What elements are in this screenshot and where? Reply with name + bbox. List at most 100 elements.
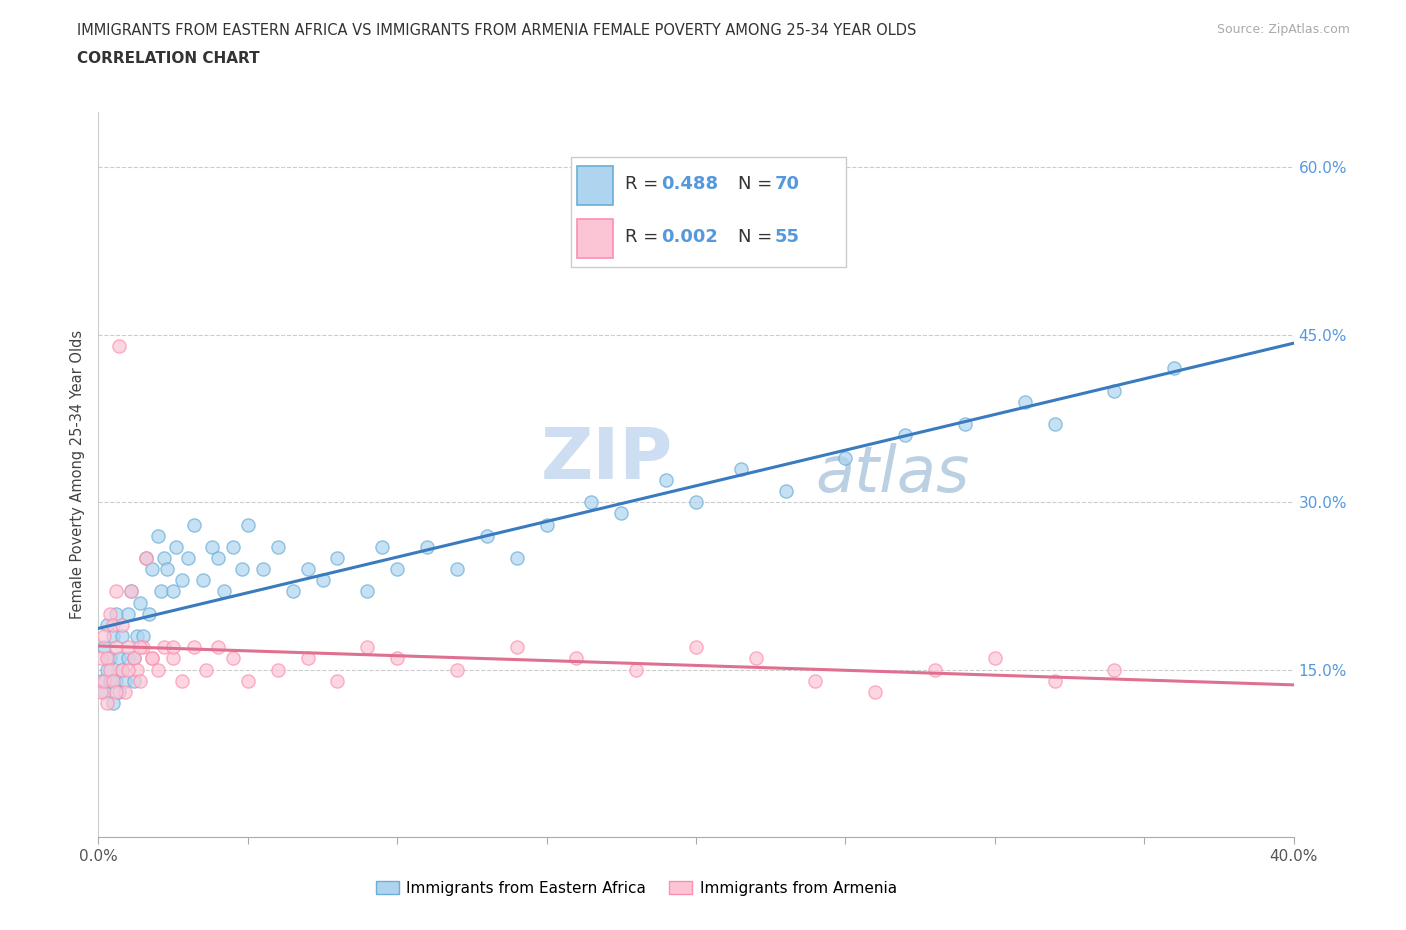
Point: [93, 673, 115, 688]
Point: [117, 640, 139, 655]
Text: CORRELATION CHART: CORRELATION CHART: [77, 51, 260, 66]
Point: [98, 662, 122, 677]
Point: [953, 417, 976, 432]
Point: [108, 339, 131, 353]
Text: 0.002: 0.002: [661, 228, 718, 246]
FancyBboxPatch shape: [576, 219, 613, 258]
Text: 0.488: 0.488: [661, 176, 718, 193]
Point: [153, 640, 176, 655]
Point: [111, 662, 134, 677]
Point: [93, 684, 115, 699]
Point: [536, 517, 558, 532]
Point: [212, 584, 235, 599]
Point: [222, 539, 245, 554]
FancyBboxPatch shape: [576, 166, 613, 205]
Point: [252, 562, 274, 577]
Text: R =: R =: [624, 176, 664, 193]
Point: [138, 606, 160, 621]
Text: atlas: atlas: [815, 444, 970, 505]
Point: [177, 551, 200, 565]
Point: [135, 551, 157, 565]
Point: [108, 684, 131, 699]
Point: [207, 640, 229, 655]
Point: [96, 618, 118, 632]
Point: [114, 684, 136, 699]
Point: [231, 562, 253, 577]
Point: [90, 673, 112, 688]
Point: [103, 629, 125, 644]
Point: [565, 651, 588, 666]
Point: [117, 651, 139, 666]
Point: [191, 573, 214, 588]
Point: [129, 595, 152, 610]
Point: [124, 673, 146, 688]
Point: [385, 562, 409, 577]
Point: [156, 562, 179, 577]
Point: [111, 618, 134, 632]
Point: [141, 562, 163, 577]
Point: [132, 640, 155, 655]
Point: [172, 673, 194, 688]
Point: [103, 618, 125, 632]
Point: [195, 662, 218, 677]
Point: [172, 573, 194, 588]
Point: [326, 673, 349, 688]
Point: [162, 584, 184, 599]
Point: [141, 651, 163, 666]
Point: [165, 539, 187, 554]
Point: [103, 696, 125, 711]
Point: [297, 562, 319, 577]
Point: [297, 651, 319, 666]
Point: [127, 662, 149, 677]
Point: [236, 673, 259, 688]
Point: [105, 673, 128, 688]
Point: [105, 584, 128, 599]
Point: [745, 651, 768, 666]
Point: [1104, 662, 1126, 677]
Point: [371, 539, 394, 554]
Point: [148, 662, 170, 677]
Text: IMMIGRANTS FROM EASTERN AFRICA VS IMMIGRANTS FROM ARMENIA FEMALE POVERTY AMONG 2: IMMIGRANTS FROM EASTERN AFRICA VS IMMIGR…: [77, 23, 917, 38]
Point: [1104, 383, 1126, 398]
Point: [129, 673, 152, 688]
Point: [1043, 417, 1066, 432]
Point: [114, 673, 136, 688]
Text: ZIP: ZIP: [541, 425, 673, 494]
Point: [129, 640, 152, 655]
Point: [894, 428, 917, 443]
Point: [581, 495, 603, 510]
Point: [655, 472, 678, 487]
Point: [506, 640, 529, 655]
Point: [105, 640, 128, 655]
Point: [267, 539, 290, 554]
Point: [356, 584, 378, 599]
Point: [834, 450, 856, 465]
Point: [1014, 394, 1036, 409]
Text: 55: 55: [775, 228, 800, 246]
Point: [626, 662, 648, 677]
Text: 70: 70: [775, 176, 800, 193]
Point: [446, 662, 468, 677]
Text: R =: R =: [624, 228, 664, 246]
Point: [685, 495, 707, 510]
Point: [610, 506, 633, 521]
Point: [984, 651, 1007, 666]
Point: [162, 651, 184, 666]
Point: [924, 662, 946, 677]
Point: [120, 584, 142, 599]
Point: [153, 551, 176, 565]
Point: [127, 629, 149, 644]
Point: [207, 551, 229, 565]
Point: [311, 573, 333, 588]
Text: Source: ZipAtlas.com: Source: ZipAtlas.com: [1216, 23, 1350, 36]
Point: [385, 651, 409, 666]
Point: [201, 539, 224, 554]
Point: [222, 651, 245, 666]
Point: [124, 651, 146, 666]
Point: [111, 629, 134, 644]
Point: [775, 484, 797, 498]
Point: [117, 662, 139, 677]
Point: [90, 651, 112, 666]
Point: [96, 651, 118, 666]
Text: N =: N =: [738, 176, 778, 193]
